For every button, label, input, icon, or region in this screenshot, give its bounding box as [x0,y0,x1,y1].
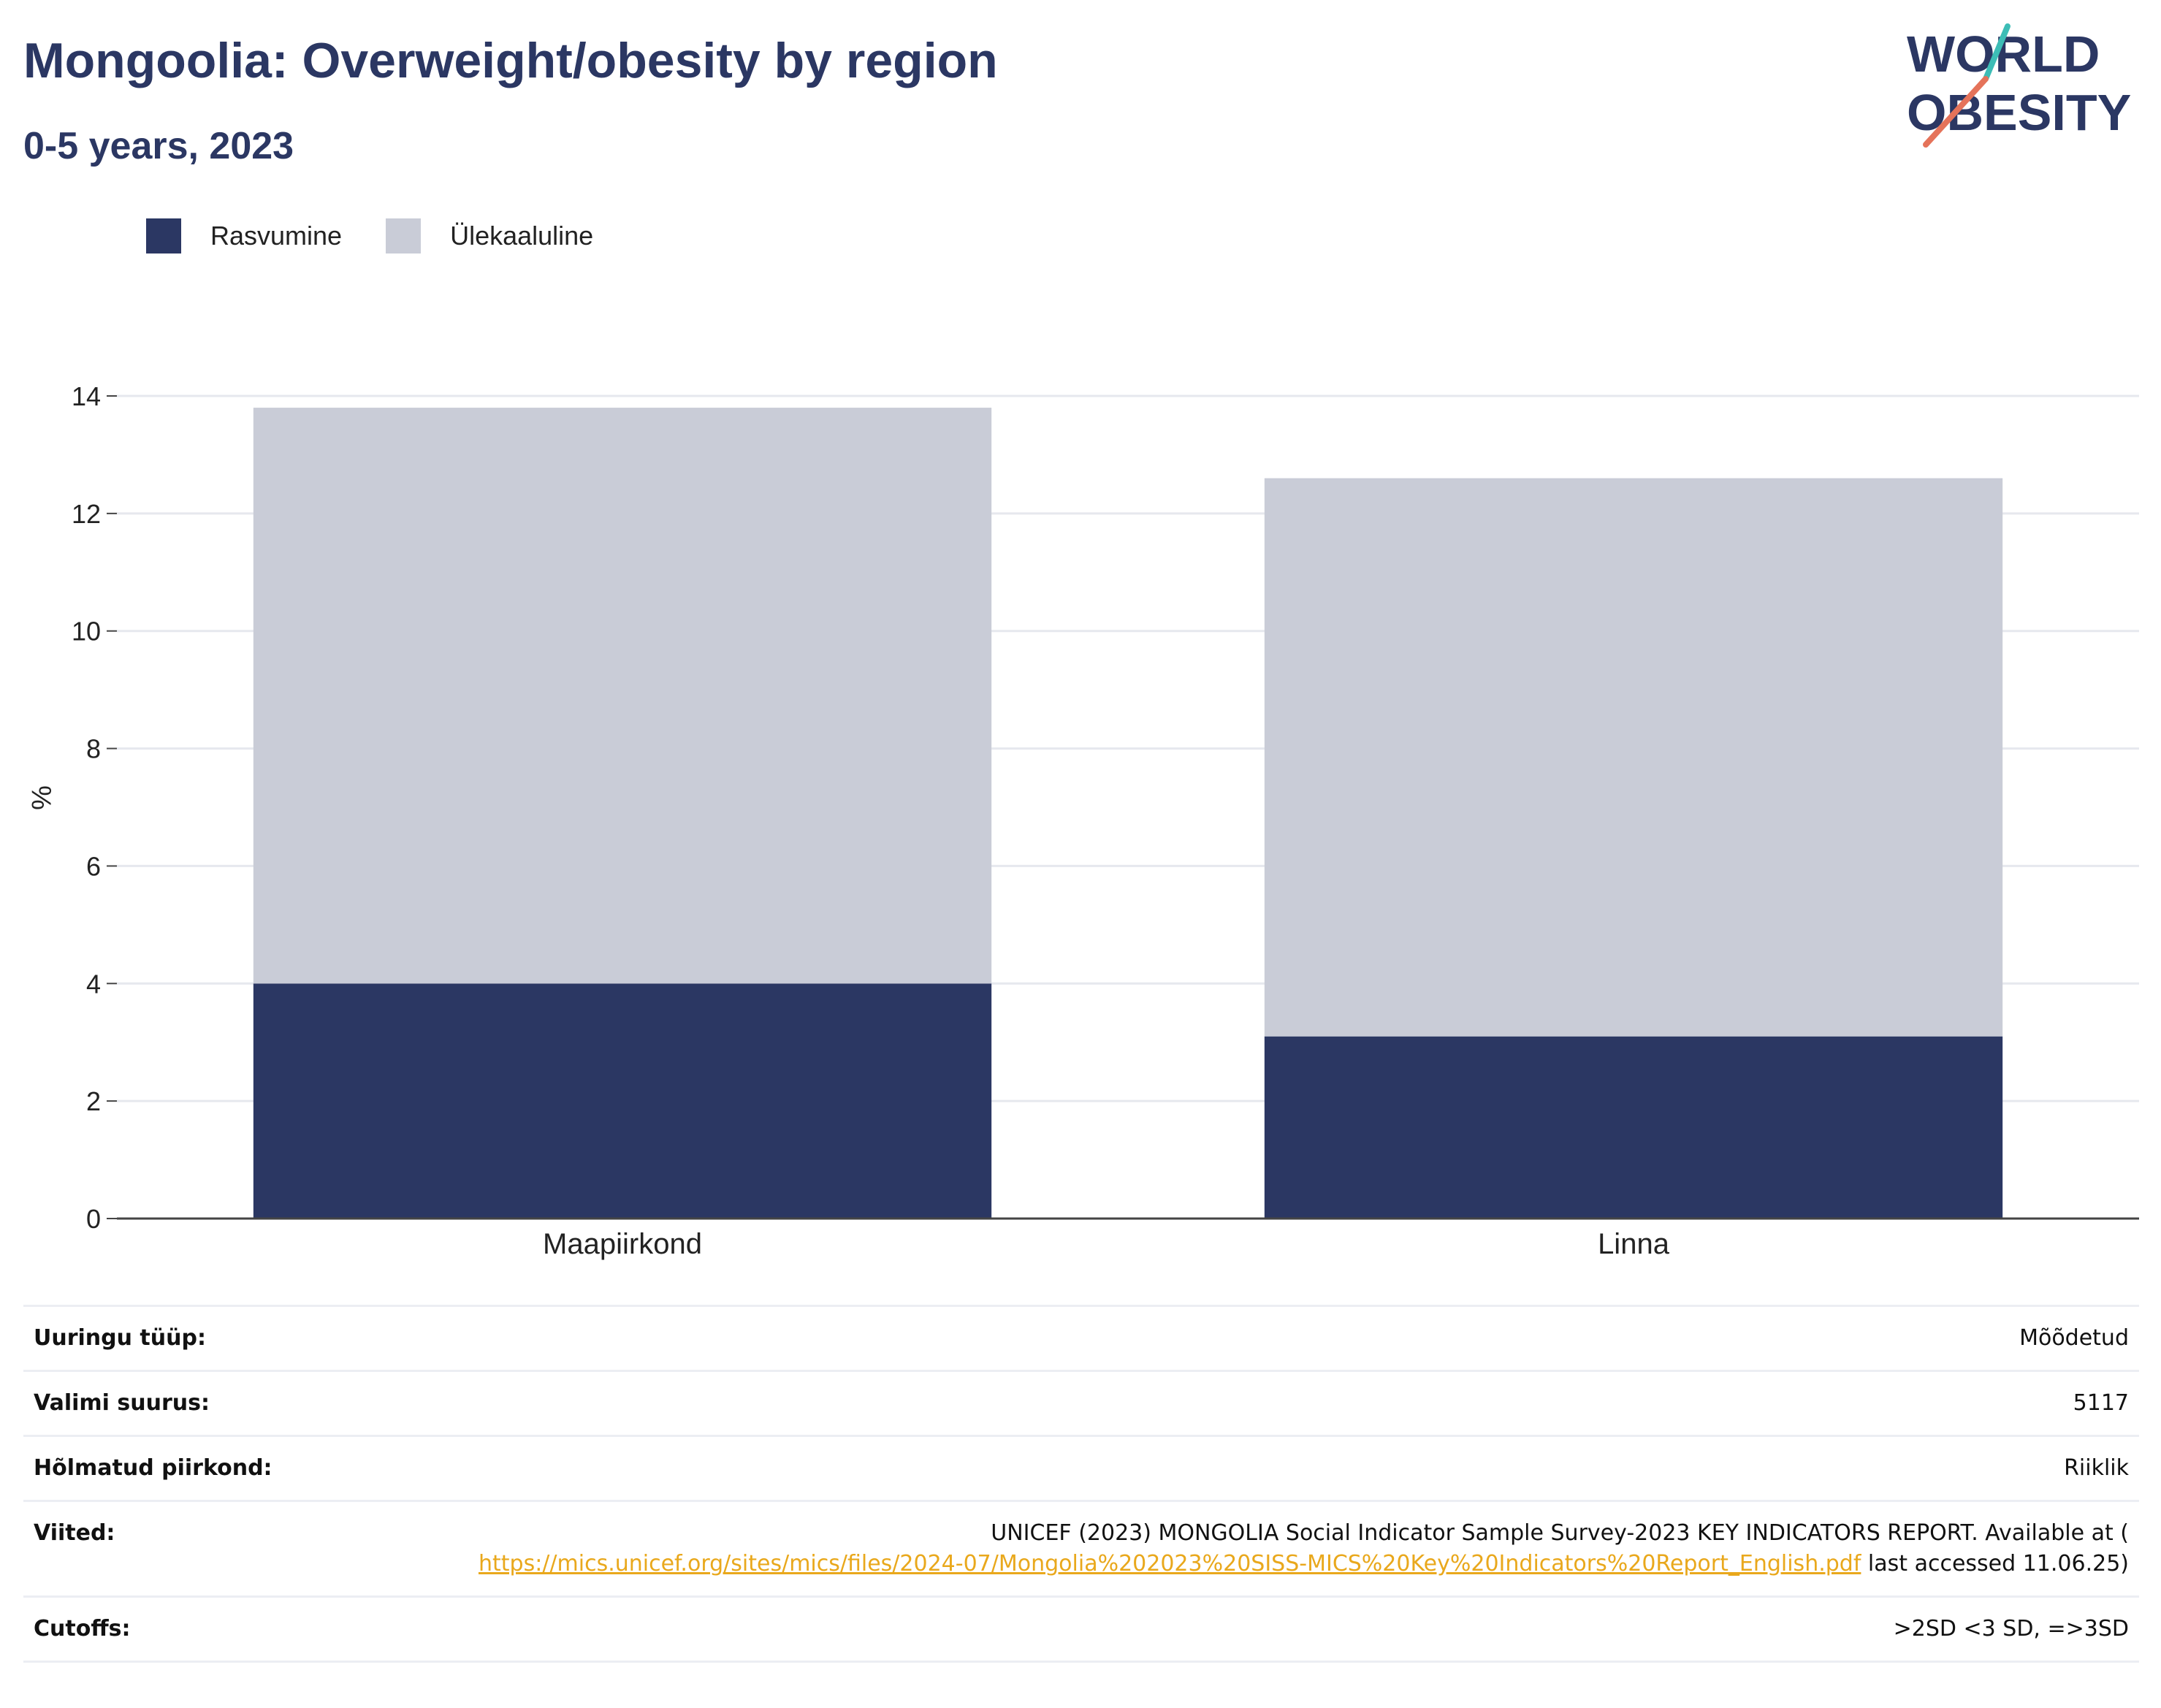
y-tick-label: 0 [86,1204,101,1234]
legend-item-ulekaaluline[interactable]: Ülekaaluline [386,218,593,253]
info-row-cutoffs: Cutoffs: >2SD <3 SD, =>3SD [23,1595,2139,1663]
references-text: UNICEF (2023) MONGOLIA Social Indicator … [991,1520,2129,1546]
bar-chart: 0 2 4 6 8 10 12 14 Maapiirkond Linna [72,381,2139,1260]
sample-size-label: Valimi suurus: [23,1370,424,1437]
y-axis-label: % [26,785,58,810]
svg-text:OBESITY: OBESITY [1907,84,2131,141]
legend: Rasvumine Ülekaaluline [146,218,637,254]
info-row-area: Hõlmatud piirkond: Riiklik [23,1435,2139,1502]
area-label: Hõlmatud piirkond: [23,1435,424,1502]
legend-label: Rasvumine [210,221,343,251]
legend-swatch [386,218,422,253]
info-row-sample-size: Valimi suurus: 5117 [23,1370,2139,1437]
info-row-references: Viited: UNICEF (2023) MONGOLIA Social In… [23,1500,2139,1598]
info-table: Uuringu tüüp: Mõõdetud Valimi suurus: 51… [23,1305,2139,1663]
y-tick-label: 12 [72,499,101,529]
references-link[interactable]: https://mics.unicef.org/sites/mics/files… [478,1551,1861,1577]
chart-title: Mongoolia: Overweight/obesity by region [23,33,998,88]
y-tick-label: 2 [86,1086,101,1116]
survey-type-value: Mõõdetud [424,1305,2139,1372]
info-row-survey-type: Uuringu tüüp: Mõõdetud [23,1305,2139,1372]
legend-label: Ülekaaluline [450,221,594,251]
x-tick-label: Linna [1598,1228,1670,1260]
y-tick-label: 8 [86,734,101,764]
y-tick-label: 6 [86,851,101,881]
legend-item-rasvumine[interactable]: Rasvumine [146,218,342,253]
legend-swatch [146,218,181,253]
bar-rasvumine [1264,1036,2003,1219]
references-accessed: last accessed 11.06.25) [1861,1551,2129,1577]
references-label: Viited: [23,1500,424,1598]
y-tick-label: 10 [72,617,101,647]
sample-size-value: 5117 [424,1370,2139,1437]
cutoffs-value: >2SD <3 SD, =>3SD [424,1595,2139,1663]
survey-type-label: Uuringu tüüp: [23,1305,424,1372]
cutoffs-label: Cutoffs: [23,1595,424,1663]
y-tick-label: 14 [72,381,101,411]
area-value: Riiklik [424,1435,2139,1502]
world-obesity-logo: WORLD OBESITY [1907,23,2131,148]
references-value: UNICEF (2023) MONGOLIA Social Indicator … [424,1500,2139,1598]
x-tick-label: Maapiirkond [543,1228,702,1260]
bar-rasvumine [253,983,992,1219]
chart-subtitle: 0-5 years, 2023 [23,125,294,167]
bar--lekaaluline [253,408,992,984]
bar--lekaaluline [1264,478,2003,1037]
y-tick-label: 4 [86,969,101,999]
